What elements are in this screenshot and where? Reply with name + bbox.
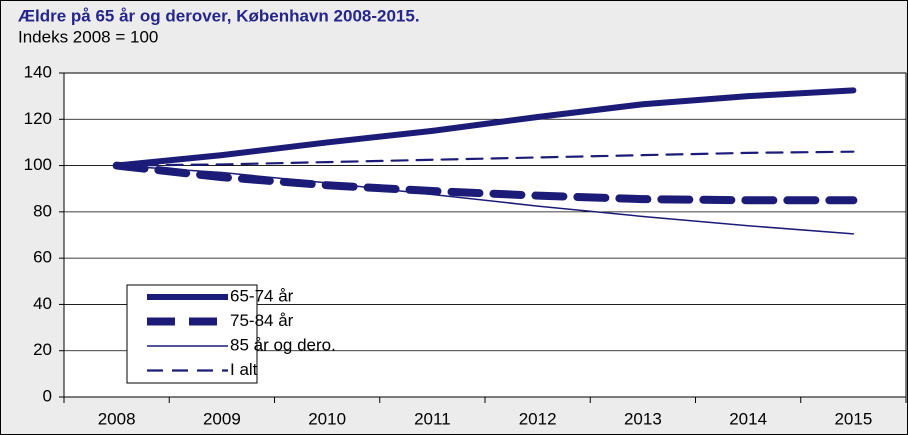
- x-tick-label: 2011: [414, 409, 451, 428]
- y-tick-label: 60: [33, 248, 52, 267]
- chart-title: Ældre på 65 år og derover, København 200…: [18, 6, 420, 25]
- x-tick-label: 2012: [519, 409, 557, 428]
- x-tick-label: 2014: [729, 409, 767, 428]
- legend-label: 65-74 år: [230, 286, 294, 305]
- x-tick-label: 2009: [203, 409, 241, 428]
- y-tick-label: 0: [43, 386, 52, 405]
- series-line: [115, 150, 855, 167]
- legend-label: 85 år og dero.: [230, 335, 336, 354]
- y-tick-label: 100: [24, 155, 52, 174]
- x-tick-label: 2008: [98, 409, 136, 428]
- legend-box: [126, 284, 258, 384]
- chart-subtitle: Indeks 2008 = 100: [18, 27, 158, 46]
- y-tick-label: 40: [33, 294, 52, 313]
- x-tick-label: 2015: [834, 409, 872, 428]
- series-line: [115, 164, 855, 235]
- x-tick-label: 2013: [624, 409, 662, 428]
- y-tick-label: 140: [24, 62, 52, 81]
- series-line: [112, 161, 858, 205]
- y-tick-label: 20: [33, 340, 52, 359]
- y-tick-label: 120: [24, 109, 52, 128]
- y-tick-label: 80: [33, 201, 52, 220]
- series-line: [113, 87, 857, 169]
- x-tick-label: 2010: [308, 409, 346, 428]
- legend-label: I alt: [230, 360, 258, 379]
- legend-label: 75-84 år: [230, 311, 294, 330]
